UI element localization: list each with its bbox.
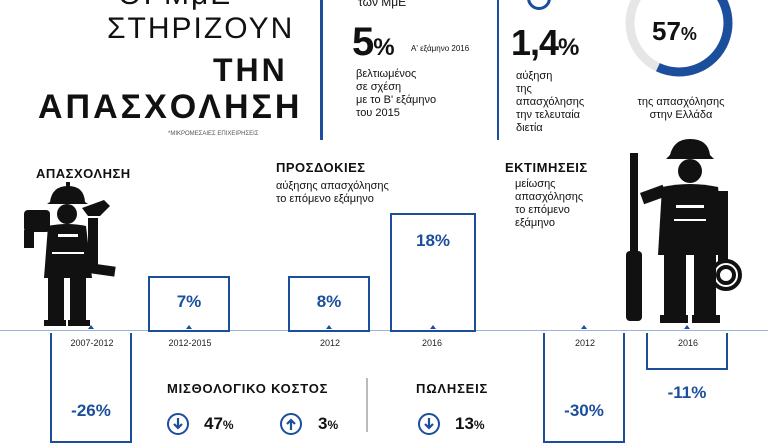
stat-divider-1	[497, 0, 499, 140]
bottom-divider	[366, 378, 368, 432]
estimates-subtitle: μείωσης απασχόλησης το επόμενο εξάμηνο	[515, 178, 584, 229]
stat1-top-text: των ΜμΕ	[358, 0, 407, 9]
expectations-bar-2016: 18%	[390, 213, 476, 332]
stat2-up-icon	[527, 0, 551, 10]
expectations-year-b: 2016	[421, 338, 443, 348]
sales-down-value: 13%	[455, 414, 485, 433]
expectations-year-a: 2012	[319, 338, 341, 348]
header-divider	[320, 0, 323, 140]
stat1-desc: βελτιωμένος σε σχέση με το Β' εξάμηνο το…	[356, 68, 437, 119]
mechanic-worker-icon	[626, 139, 742, 323]
employment-tick-b	[186, 325, 192, 329]
estimates-value-a: -30%	[564, 401, 604, 420]
employment-period-a: 2007-2012	[70, 338, 114, 348]
employment-bar-2012-2015: 7%	[148, 276, 230, 332]
estimates-tick-a	[581, 325, 587, 329]
estimates-bar-2016	[646, 333, 728, 370]
estimates-bar-2012: -30%	[543, 333, 625, 443]
stat3-value: 57%	[652, 16, 697, 46]
estimates-year-b: 2016	[677, 338, 699, 348]
employment-bar-2007-2012: -26%	[50, 333, 132, 443]
stat2-value: 1,4%	[511, 22, 579, 63]
expectations-bar-2012: 8%	[288, 276, 370, 332]
baseline	[0, 330, 768, 331]
expectations-tick-a	[326, 325, 332, 329]
sales-title: ΠΩΛΗΣΕΙΣ	[416, 381, 489, 396]
expectations-value-a: 8%	[316, 292, 342, 311]
employment-value-a: -26%	[71, 401, 111, 420]
estimates-year-a: 2012	[574, 338, 596, 348]
construction-worker-icon	[24, 182, 116, 326]
wage-cost-down-value: 47%	[204, 414, 234, 433]
estimates-value-b: -11%	[667, 383, 707, 402]
estimates-title: ΕΚΤΙΜΗΣΕΙΣ	[505, 160, 588, 175]
wage-cost-title: ΜΙΣΘΟΛΟΓΙΚΟ ΚΟΣΤΟΣ	[167, 381, 329, 396]
stat3-desc: της απασχόλησης στην Ελλάδα	[637, 96, 725, 121]
employment-period-b: 2012-2015	[168, 338, 212, 348]
header-title-top: ΟΙ ΜμΕ	[118, 0, 232, 12]
header-title-line3: ΑΠΑΣΧΟΛΗΣΗ	[38, 88, 303, 126]
stat3-donut	[625, 0, 733, 77]
expectations-title: ΠΡΟΣΔΟΚΙΕΣ	[276, 160, 366, 175]
wage-cost-up-value: 3%	[318, 414, 339, 433]
expectations-tick-b	[430, 325, 436, 329]
header-footnote: *ΜΙΚΡΟΜΕΣΑΙΕΣ ΕΠΙΧΕΙΡΗΣΕΙΣ	[168, 131, 259, 137]
expectations-subtitle: αύξησης απασχόλησης το επόμενο εξάμηνο	[276, 180, 389, 205]
employment-value-b: 7%	[176, 292, 202, 311]
estimates-tick-b	[684, 325, 690, 329]
stat1-value: 5%	[352, 20, 395, 64]
stat1-period: Α' εξάμηνο 2016	[411, 44, 470, 53]
stat3-donut-arc	[625, 0, 733, 77]
stat2-desc: αύξηση της απασχόλησης την τελευταία διε…	[516, 70, 585, 134]
header-title-line2: ΤΗΝ	[213, 52, 288, 88]
header-title-line1: ΣΤΗΡΙΖΟΥΝ	[107, 12, 295, 45]
expectations-value-b: 18%	[415, 231, 451, 250]
employment-title: ΑΠΑΣΧΟΛΗΣΗ	[36, 166, 131, 181]
employment-tick-a	[88, 325, 94, 329]
